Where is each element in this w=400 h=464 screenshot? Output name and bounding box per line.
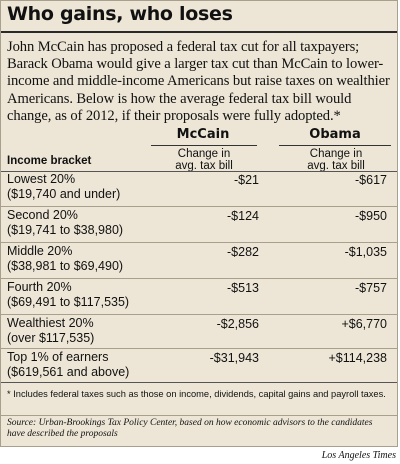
row-label: Middle 20% ($38,981 to $69,490) xyxy=(7,244,123,274)
row-label: Top 1% of earners ($619,561 and above) xyxy=(7,350,129,380)
bracket-range: ($69,491 to $117,535) xyxy=(7,295,130,309)
table-bottom-divider xyxy=(1,382,397,383)
obama-subheader-line2: avg. tax bill xyxy=(307,160,365,172)
mccain-subheader: Change in avg. tax bill xyxy=(149,148,259,172)
income-bracket-header: Income bracket xyxy=(7,155,92,167)
row-label: Lowest 20% ($19,740 and under) xyxy=(7,172,120,202)
mccain-value: -$31,943 xyxy=(209,351,259,365)
obama-subheader-line1: Change in xyxy=(309,148,363,160)
row-divider xyxy=(1,278,397,279)
header-divider xyxy=(1,171,397,172)
mccain-subheader-line1: Change in xyxy=(177,148,231,160)
obama-value: -$757 xyxy=(355,281,387,295)
obama-subheader: Change in avg. tax bill xyxy=(281,148,391,172)
bracket-range: ($19,741 to $38,980) xyxy=(7,223,124,237)
graphic-title: Who gains, who loses xyxy=(7,3,233,25)
source-note: Source: Urban-Brookings Tax Policy Cente… xyxy=(7,418,373,439)
mccain-value: -$124 xyxy=(227,209,259,223)
row-divider xyxy=(1,242,397,243)
bracket-name: Second 20% xyxy=(7,208,78,222)
row-label: Second 20% ($19,741 to $38,980) xyxy=(7,208,123,238)
bracket-name: Fourth 20% xyxy=(7,280,72,294)
row-divider xyxy=(1,348,397,349)
bracket-name: Wealthiest 20% xyxy=(7,316,94,330)
bracket-name: Top 1% of earners xyxy=(7,350,109,364)
mccain-value: -$21 xyxy=(233,173,259,187)
bracket-range: ($19,740 and under) xyxy=(7,187,121,201)
obama-value: +$6,770 xyxy=(341,317,387,331)
obama-value: +$114,238 xyxy=(328,351,387,365)
bracket-range: ($619,561 and above) xyxy=(7,365,130,379)
publisher-credit: Los Angeles Times xyxy=(321,450,396,461)
row-divider xyxy=(1,314,397,315)
bracket-name: Middle 20% xyxy=(7,244,73,258)
mccain-value: -$282 xyxy=(227,245,259,259)
row-divider xyxy=(1,206,397,207)
bracket-name: Lowest 20% xyxy=(7,172,76,186)
title-divider xyxy=(1,31,397,33)
bracket-range: (over $117,535) xyxy=(7,331,95,345)
footnote-divider xyxy=(1,415,397,416)
obama-value: -$617 xyxy=(355,173,387,187)
graphic-panel: Who gains, who loses John McCain has pro… xyxy=(0,0,398,447)
mccain-header-rule xyxy=(151,145,257,146)
obama-value: -$950 xyxy=(355,209,387,223)
row-label: Wealthiest 20% (over $117,535) xyxy=(7,316,94,346)
obama-value: -$1,035 xyxy=(344,245,387,259)
bracket-range: ($38,981 to $69,490) xyxy=(7,259,124,273)
intro-text: John McCain has proposed a federal tax c… xyxy=(7,39,390,124)
mccain-subheader-line2: avg. tax bill xyxy=(175,160,233,172)
mccain-value: -$513 xyxy=(227,281,259,295)
row-label: Fourth 20% ($69,491 to $117,535) xyxy=(7,280,129,310)
obama-column-header: Obama xyxy=(309,127,361,142)
obama-header-rule xyxy=(279,145,391,146)
footnote: * Includes federal taxes such as those o… xyxy=(7,389,386,399)
mccain-column-header: McCain xyxy=(176,127,230,142)
mccain-value: -$2,856 xyxy=(216,317,259,331)
